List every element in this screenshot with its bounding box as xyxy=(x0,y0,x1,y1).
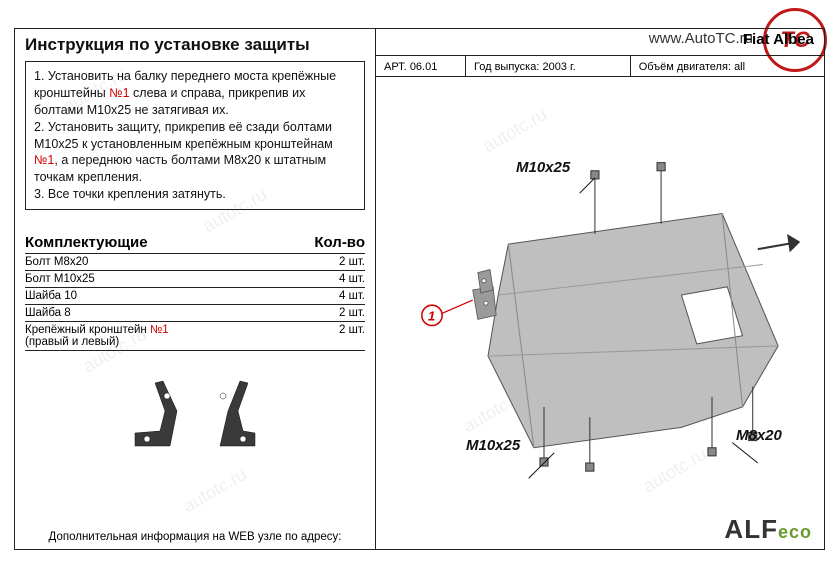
callout-bottom-right: M8x20 xyxy=(736,427,782,444)
engine-label: Объём двигателя: xyxy=(639,61,731,73)
callout-top: M10x25 xyxy=(516,159,570,176)
right-column: Fiat Albea АРТ. 06.01 Год выпуска: 2003 … xyxy=(375,29,824,549)
instr-text: 3. Все точки крепления затянуть. xyxy=(34,187,226,201)
parts-row: Крепёжный кронштейн №1 (правый и левый) … xyxy=(25,322,365,351)
engine-value: all xyxy=(734,61,745,73)
parts-row: Шайба 8 2 шт. xyxy=(25,305,365,322)
part-qty: 4 шт. xyxy=(331,290,365,302)
document-frame: Инструкция по установке защиты 1. Устано… xyxy=(14,28,825,550)
instr-text: 2. Установить защиту, прикрепив её сзади… xyxy=(34,120,333,151)
spec-row: АРТ. 06.01 Год выпуска: 2003 г. Объём дв… xyxy=(376,55,824,77)
part-name: Крепёжный кронштейн №1 (правый и левый) xyxy=(25,324,169,348)
brand-logo: ALFeco xyxy=(724,514,812,545)
diagram-area: 1 M10x25 M10x25 M8x20 xyxy=(376,77,824,513)
parts-row: Болт М10х25 4 шт. xyxy=(25,271,365,288)
ref-marker: №1 xyxy=(150,324,169,336)
part-qty: 4 шт. xyxy=(331,273,365,285)
art-label: АРТ. xyxy=(384,61,407,73)
part-name: Шайба 8 xyxy=(25,307,71,319)
part-qty: 2 шт. xyxy=(331,324,365,348)
year-label: Год выпуска: xyxy=(474,61,539,73)
parts-header-right: Кол-во xyxy=(314,234,365,251)
parts-header-left: Комплектующие xyxy=(25,234,148,251)
brand-eco: eco xyxy=(778,522,812,542)
footer-note: Дополнительная информация на WEB узле по… xyxy=(25,531,365,543)
doc-title: Инструкция по установке защиты xyxy=(25,35,365,55)
part-qty: 2 шт. xyxy=(331,256,365,268)
left-column: Инструкция по установке защиты 1. Устано… xyxy=(15,29,375,549)
part-name: Болт М10х25 xyxy=(25,273,95,285)
marker-number: 1 xyxy=(428,308,435,323)
part-qty: 2 шт. xyxy=(331,307,365,319)
parts-row: Шайба 10 4 шт. xyxy=(25,288,365,305)
ref-marker: №1 xyxy=(34,153,54,167)
part-name-a: Крепёжный кронштейн xyxy=(25,324,150,336)
parts-row: Болт М8х20 2 шт. xyxy=(25,254,365,271)
part-name: Болт М8х20 xyxy=(25,256,88,268)
part-name-b: (правый и левый) xyxy=(25,336,119,348)
brand-alf: ALF xyxy=(724,514,778,544)
callout-bottom-left: M10x25 xyxy=(466,437,520,454)
year-value: 2003 г. xyxy=(542,61,575,73)
model-title: Fiat Albea xyxy=(743,31,814,48)
part-name: Шайба 10 xyxy=(25,290,77,302)
ref-marker: №1 xyxy=(109,86,129,100)
bracket-illustration xyxy=(25,361,365,466)
instr-text: , а переднюю часть болтами М8х20 к штатн… xyxy=(34,153,326,184)
protection-plate-diagram: 1 xyxy=(376,77,824,513)
parts-header: Комплектующие Кол-во xyxy=(25,234,365,254)
art-value: 06.01 xyxy=(410,61,438,73)
instructions-box: 1. Установить на балку переднего моста к… xyxy=(25,61,365,210)
right-header: Fiat Albea АРТ. 06.01 Год выпуска: 2003 … xyxy=(376,29,824,77)
